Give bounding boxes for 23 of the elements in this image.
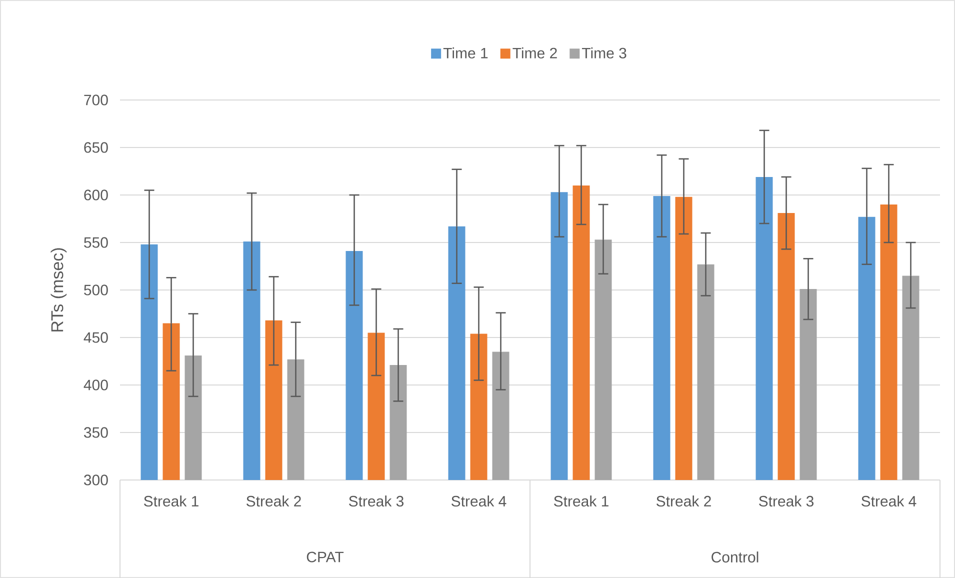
x-tick-label: Streak 4 — [862, 496, 916, 507]
x-tick-label: Streak 1 — [144, 496, 198, 507]
legend-label: Time 3 — [582, 47, 626, 58]
legend-label: Time 2 — [512, 47, 557, 58]
x-tick-label: Streak 3 — [759, 496, 814, 507]
text: Control — [712, 551, 758, 563]
x-tick-label: Streak 3 — [348, 496, 404, 507]
y-tick-label: 700 — [84, 94, 108, 106]
y-tick-label: 450 — [84, 332, 108, 343]
y-tick-label: 600 — [84, 190, 108, 200]
y-tick-label: 350 — [84, 427, 108, 438]
y-tick-label: 500 — [84, 284, 108, 296]
y-tick-label: 550 — [84, 237, 108, 248]
y-axis-title: RTs (msec) — [50, 248, 67, 332]
y-tick-label: 300 — [84, 474, 108, 486]
legend-label: Time 1 — [443, 47, 488, 58]
text: CPAT — [306, 552, 344, 562]
x-tick-label: Streak 4 — [451, 496, 506, 507]
x-tick-label: Streak 2 — [246, 496, 301, 507]
x-tick-label: Streak 1 — [554, 496, 608, 507]
y-tick-label: 650 — [84, 142, 108, 153]
x-tick-label: Streak 2 — [656, 496, 711, 507]
y-tick-label: 400 — [84, 380, 108, 390]
